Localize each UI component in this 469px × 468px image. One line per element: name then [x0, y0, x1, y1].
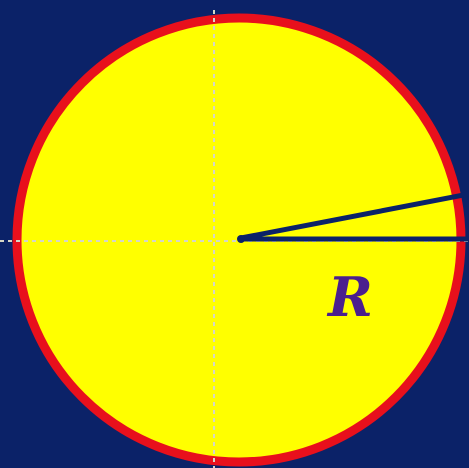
radius-label: R	[326, 265, 373, 329]
radius-line-inclined	[240, 191, 469, 241]
center-point	[237, 235, 245, 243]
